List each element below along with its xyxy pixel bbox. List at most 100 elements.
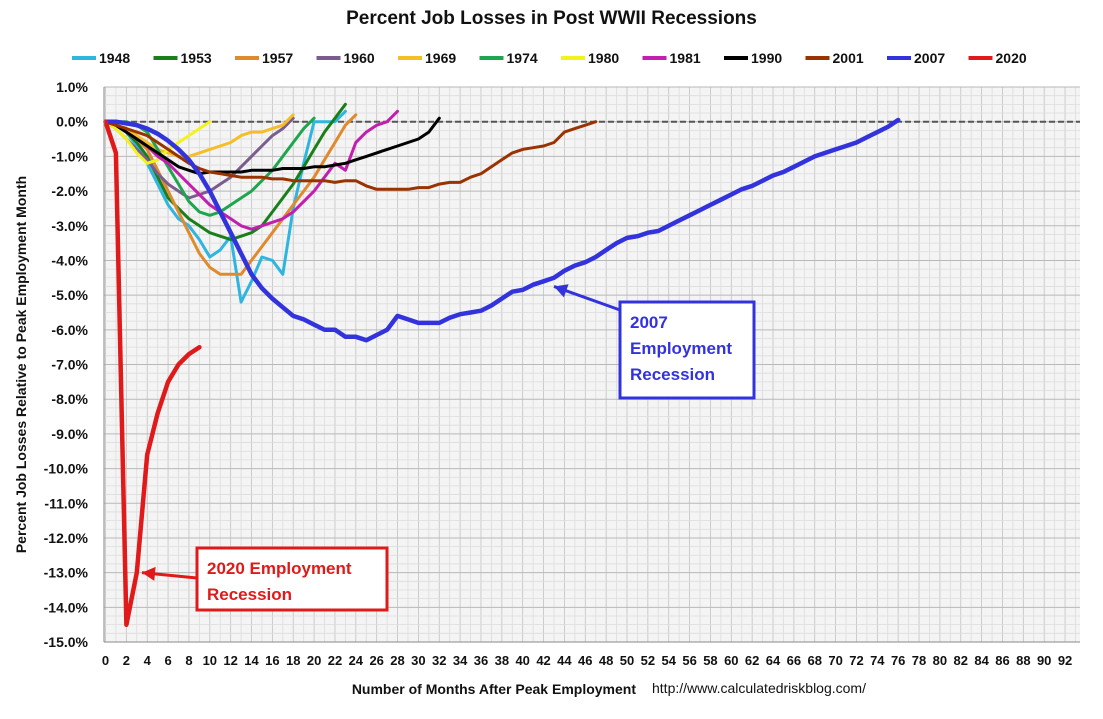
legend-label: 1969 <box>425 50 456 66</box>
x-tick-label: 70 <box>828 653 842 668</box>
annotation-2007-text: Employment <box>630 339 732 358</box>
x-tick-label: 0 <box>102 653 109 668</box>
legend-label: 1953 <box>181 50 212 66</box>
legend: 1948 1953 1957 1960 1969 1974 1980 1981 1990 2001… <box>72 50 1027 66</box>
x-tick-label: 74 <box>870 653 885 668</box>
x-tick-label: 58 <box>703 653 717 668</box>
y-tick-label: 1.0% <box>56 79 88 95</box>
legend-label: 1948 <box>99 50 130 66</box>
x-tick-label: 14 <box>244 653 259 668</box>
x-tick-label: 36 <box>474 653 488 668</box>
annotation-2007-frame <box>618 300 756 400</box>
annotation-2007: 2007 Employment Recession <box>618 300 756 400</box>
x-tick-label: 24 <box>349 653 364 668</box>
x-tick-label: 44 <box>557 653 572 668</box>
x-tick-label: 22 <box>328 653 342 668</box>
x-tick-label: 20 <box>307 653 321 668</box>
y-tick-label: -2.0% <box>51 183 88 199</box>
x-tick-label: 92 <box>1058 653 1072 668</box>
y-tick-label: -7.0% <box>51 357 88 373</box>
y-tick-label: -3.0% <box>51 218 88 234</box>
x-tick-label: 52 <box>641 653 655 668</box>
y-tick-label: -11.0% <box>44 495 88 511</box>
legend-item-1953: 1953 <box>153 50 212 66</box>
annotation-2007-arrow-head <box>553 284 569 298</box>
y-tick-label: -14.0% <box>44 599 89 615</box>
series-lines <box>103 102 901 627</box>
x-tick-label: 80 <box>933 653 947 668</box>
y-tick-label: -6.0% <box>51 322 88 338</box>
legend-item-1974: 1974 <box>479 50 538 66</box>
series-line-1969 <box>104 113 295 158</box>
x-tick-label: 38 <box>495 653 509 668</box>
y-axis-label: Percent Job Losses Relative to Peak Empl… <box>13 176 29 553</box>
series-line-1990 <box>104 116 441 176</box>
x-tick-label: 10 <box>203 653 217 668</box>
y-tick-label: -12.0% <box>44 530 89 546</box>
x-tick-label: 40 <box>515 653 529 668</box>
y-tick-label: -9.0% <box>51 426 88 442</box>
legend-item-2020: 2020 <box>968 50 1027 66</box>
annotation-2020-arrow-head <box>142 566 156 581</box>
legend-label: 1974 <box>507 50 538 66</box>
x-tick-label: 88 <box>1016 653 1030 668</box>
x-axis-label: Number of Months After Peak Employment <box>352 681 637 697</box>
legend-label: 1960 <box>344 50 375 66</box>
x-tick-label: 16 <box>265 653 279 668</box>
chart-title: Percent Job Losses in Post WWII Recessio… <box>346 8 757 29</box>
x-tick-label: 76 <box>891 653 905 668</box>
x-tick-label: 4 <box>144 653 152 668</box>
legend-label: 2020 <box>996 50 1027 66</box>
x-tick-label: 60 <box>724 653 738 668</box>
y-tick-label: 0.0% <box>56 114 88 130</box>
x-tick-label: 12 <box>223 653 237 668</box>
legend-label: 1990 <box>751 50 782 66</box>
x-tick-label: 62 <box>745 653 759 668</box>
x-tick-label: 72 <box>849 653 863 668</box>
annotation-2020-frame <box>195 546 389 612</box>
x-tick-label: 32 <box>432 653 446 668</box>
x-tick-label: 64 <box>766 653 781 668</box>
x-tick-label: 28 <box>390 653 404 668</box>
x-tick-label: 90 <box>1037 653 1051 668</box>
annotation-2020-text: 2020 Employment <box>207 559 352 578</box>
annotation-2020-text: Recession <box>207 585 292 604</box>
y-tick-label: -4.0% <box>51 252 88 268</box>
x-tick-label: 82 <box>954 653 968 668</box>
series-line-2007 <box>103 117 901 343</box>
y-tick-label: -1.0% <box>51 148 88 164</box>
legend-label: 2007 <box>914 50 945 66</box>
series-line-2001 <box>104 120 598 191</box>
x-tick-label: 30 <box>411 653 425 668</box>
y-tick-label: -8.0% <box>51 391 88 407</box>
axes: 1.0% 0.0% -1.0% -2.0% -3.0% -4.0% -5.0% -6.0% -7… <box>44 79 1080 668</box>
series-line-1980 <box>104 120 212 165</box>
legend-label: 1980 <box>588 50 619 66</box>
x-tick-label: 48 <box>599 653 613 668</box>
y-tick-label: -15.0% <box>44 634 89 650</box>
annotation-2007-text: Recession <box>630 365 715 384</box>
legend-item-2007: 2007 <box>887 50 945 66</box>
x-tick-label: 2 <box>123 653 130 668</box>
legend-label: 1957 <box>262 50 293 66</box>
x-tick-label: 50 <box>620 653 634 668</box>
x-tick-label: 42 <box>536 653 550 668</box>
y-tick-label: -13.0% <box>44 565 89 581</box>
legend-item-1981: 1981 <box>642 50 701 66</box>
x-tick-label: 18 <box>286 653 300 668</box>
x-tick-label: 6 <box>164 653 171 668</box>
legend-item-1980: 1980 <box>561 50 619 66</box>
legend-item-1948: 1948 <box>72 50 130 66</box>
legend-item-1957: 1957 <box>235 50 293 66</box>
x-tick-label: 56 <box>682 653 696 668</box>
source-url: http://www.calculatedriskblog.com/ <box>652 680 866 696</box>
legend-item-2001: 2001 <box>805 50 864 66</box>
legend-item-1960: 1960 <box>316 50 375 66</box>
x-tick-label: 68 <box>808 653 822 668</box>
x-tick-label: 86 <box>995 653 1009 668</box>
x-tick-label: 46 <box>578 653 592 668</box>
series-line-2020 <box>103 119 202 627</box>
annotations: 2007 Employment Recession 2020 Employment Re… <box>141 284 756 612</box>
series-line-1957 <box>104 113 358 276</box>
